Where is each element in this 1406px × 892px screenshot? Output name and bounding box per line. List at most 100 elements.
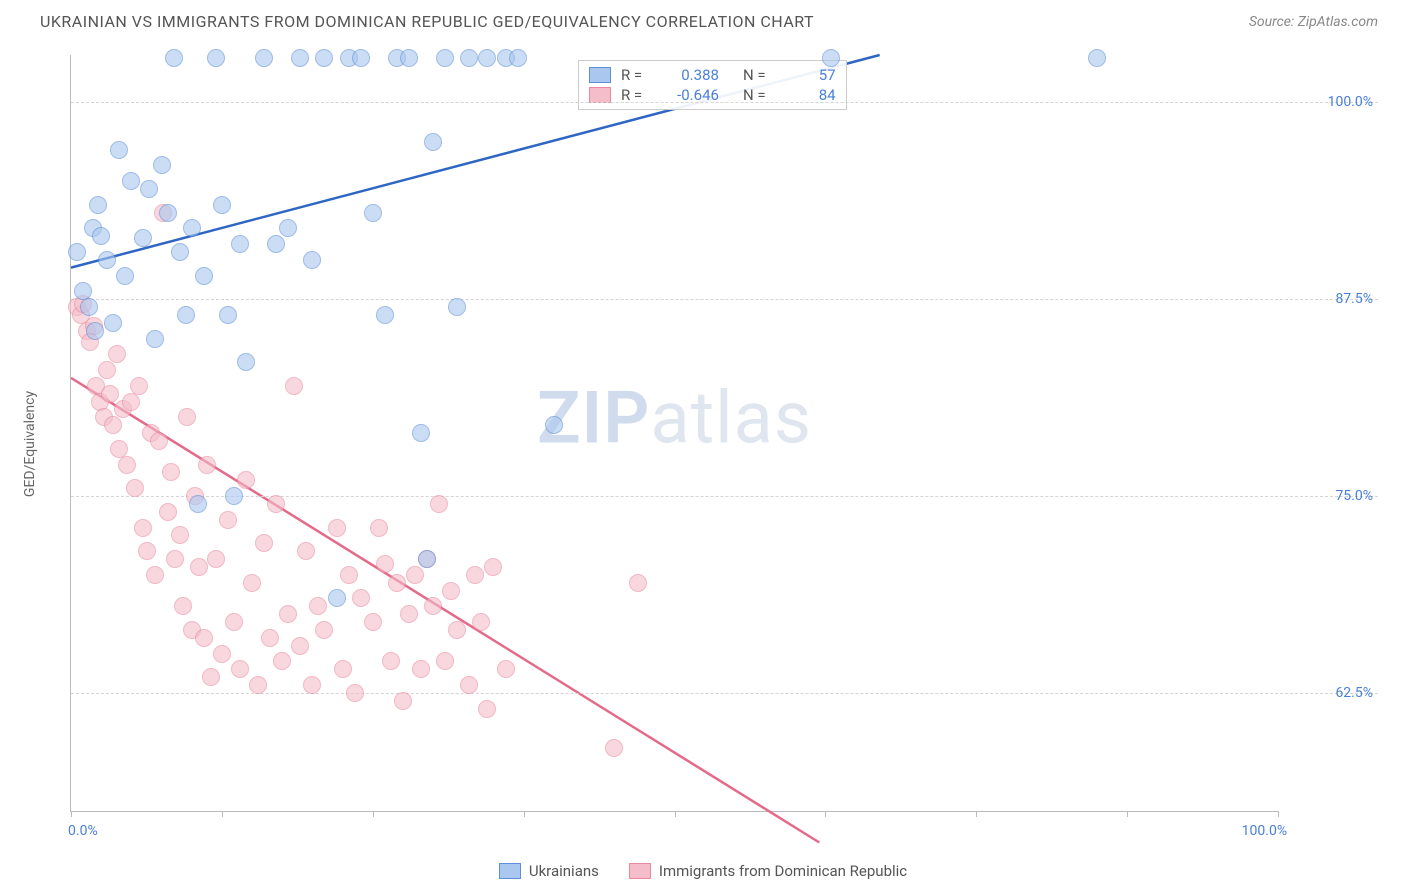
data-point-dominican bbox=[190, 558, 208, 576]
data-point-dominican bbox=[472, 613, 490, 631]
data-point-dominican bbox=[134, 519, 152, 537]
data-point-dominican bbox=[466, 566, 484, 584]
data-point-dominican bbox=[309, 597, 327, 615]
data-point-ukrainians bbox=[89, 196, 107, 214]
data-point-ukrainians bbox=[183, 219, 201, 237]
data-point-ukrainians bbox=[110, 141, 128, 159]
data-point-ukrainians bbox=[153, 156, 171, 174]
bottom-legend: Ukrainians Immigrants from Dominican Rep… bbox=[0, 862, 1406, 880]
data-point-dominican bbox=[285, 377, 303, 395]
r-value-ukrainians: 0.388 bbox=[659, 66, 719, 84]
data-point-dominican bbox=[225, 613, 243, 631]
data-point-ukrainians bbox=[352, 49, 370, 67]
data-point-ukrainians bbox=[171, 243, 189, 261]
data-point-dominican bbox=[279, 605, 297, 623]
data-point-ukrainians bbox=[376, 306, 394, 324]
source-label: Source: ZipAtlas.com bbox=[1249, 14, 1378, 30]
y-axis-label: GED/Equivalency bbox=[22, 390, 38, 496]
data-point-ukrainians bbox=[98, 251, 116, 269]
data-point-ukrainians bbox=[68, 243, 86, 261]
chart-area: GED/Equivalency ZIPatlas R = 0.388 N = 5… bbox=[40, 55, 1378, 832]
data-point-ukrainians bbox=[80, 298, 98, 316]
x-tick bbox=[1127, 811, 1128, 817]
data-point-dominican bbox=[400, 605, 418, 623]
data-point-dominican bbox=[388, 574, 406, 592]
data-point-ukrainians bbox=[364, 204, 382, 222]
data-point-ukrainians bbox=[219, 306, 237, 324]
data-point-ukrainians bbox=[267, 235, 285, 253]
data-point-dominican bbox=[130, 377, 148, 395]
data-point-ukrainians bbox=[116, 267, 134, 285]
data-point-ukrainians bbox=[195, 267, 213, 285]
data-point-dominican bbox=[478, 700, 496, 718]
data-point-dominican bbox=[138, 542, 156, 560]
data-point-ukrainians bbox=[134, 229, 152, 247]
y-tick-label: 62.5% bbox=[1335, 685, 1373, 701]
data-point-ukrainians bbox=[328, 589, 346, 607]
data-point-dominican bbox=[629, 574, 647, 592]
x-tick bbox=[675, 811, 676, 817]
data-point-ukrainians bbox=[303, 251, 321, 269]
data-point-ukrainians bbox=[448, 298, 466, 316]
legend-label-ukrainians: Ukrainians bbox=[529, 862, 599, 880]
x-tick bbox=[825, 811, 826, 817]
data-point-dominican bbox=[297, 542, 315, 560]
data-point-dominican bbox=[255, 534, 273, 552]
gridline bbox=[71, 496, 1378, 497]
data-point-ukrainians bbox=[146, 330, 164, 348]
swatch-dominican-icon bbox=[629, 863, 651, 879]
data-point-ukrainians bbox=[478, 49, 496, 67]
data-point-dominican bbox=[150, 432, 168, 450]
y-tick-label: 75.0% bbox=[1335, 488, 1373, 504]
n-value-ukrainians: 57 bbox=[776, 66, 836, 84]
legend-item-ukrainians: Ukrainians bbox=[499, 862, 599, 880]
data-point-dominican bbox=[436, 652, 454, 670]
data-point-dominican bbox=[195, 629, 213, 647]
data-point-ukrainians bbox=[189, 495, 207, 513]
x-tick-label: 0.0% bbox=[68, 823, 98, 839]
data-point-dominican bbox=[394, 692, 412, 710]
trend-lines bbox=[71, 55, 1278, 811]
data-point-ukrainians bbox=[412, 424, 430, 442]
data-point-dominican bbox=[261, 629, 279, 647]
data-point-ukrainians bbox=[509, 49, 527, 67]
data-point-dominican bbox=[118, 456, 136, 474]
data-point-ukrainians bbox=[213, 196, 231, 214]
data-point-ukrainians bbox=[165, 49, 183, 67]
data-point-ukrainians bbox=[237, 353, 255, 371]
data-point-dominican bbox=[98, 361, 116, 379]
data-point-ukrainians bbox=[207, 49, 225, 67]
data-point-dominican bbox=[303, 676, 321, 694]
data-point-dominican bbox=[273, 652, 291, 670]
data-point-ukrainians bbox=[86, 322, 104, 340]
data-point-ukrainians bbox=[291, 49, 309, 67]
gridline bbox=[71, 102, 1378, 103]
plot-region: ZIPatlas R = 0.388 N = 57 R = -0.646 N =… bbox=[70, 55, 1278, 812]
data-point-dominican bbox=[315, 621, 333, 639]
data-point-ukrainians bbox=[545, 416, 563, 434]
data-point-ukrainians bbox=[424, 133, 442, 151]
stats-row-ukrainians: R = 0.388 N = 57 bbox=[589, 65, 836, 85]
data-point-dominican bbox=[108, 345, 126, 363]
data-point-dominican bbox=[202, 668, 220, 686]
data-point-ukrainians bbox=[418, 550, 436, 568]
y-tick-label: 87.5% bbox=[1335, 291, 1373, 307]
data-point-ukrainians bbox=[822, 49, 840, 67]
data-point-ukrainians bbox=[1088, 49, 1106, 67]
data-point-ukrainians bbox=[159, 204, 177, 222]
data-point-dominican bbox=[122, 393, 140, 411]
x-tick bbox=[524, 811, 525, 817]
data-point-dominican bbox=[178, 408, 196, 426]
data-point-dominican bbox=[430, 495, 448, 513]
data-point-dominican bbox=[497, 660, 515, 678]
data-point-dominican bbox=[198, 456, 216, 474]
data-point-ukrainians bbox=[279, 219, 297, 237]
data-point-ukrainians bbox=[104, 314, 122, 332]
data-point-dominican bbox=[159, 503, 177, 521]
data-point-ukrainians bbox=[122, 172, 140, 190]
data-point-dominican bbox=[460, 676, 478, 694]
data-point-dominican bbox=[364, 613, 382, 631]
data-point-dominican bbox=[448, 621, 466, 639]
data-point-dominican bbox=[291, 637, 309, 655]
data-point-dominican bbox=[162, 463, 180, 481]
